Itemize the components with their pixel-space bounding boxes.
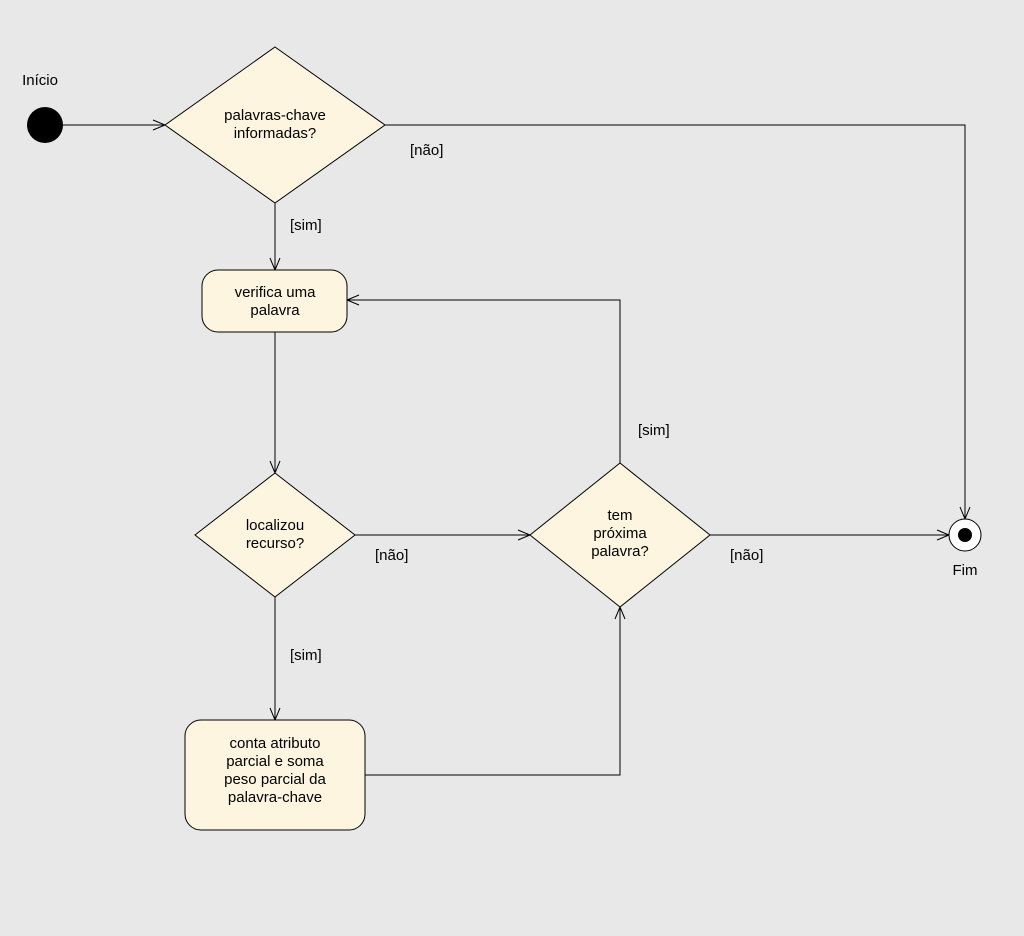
decision2-l1: localizou xyxy=(246,517,304,534)
edge-label: [não] xyxy=(375,547,408,564)
edge-d3-a1 xyxy=(347,300,620,463)
decision2-l2: recurso? xyxy=(246,535,304,552)
activity-diagram: [não] [sim] [não] [sim] [sim] [não] Início Fim p… xyxy=(0,0,1024,936)
activity2-l4: palavra-chave xyxy=(228,789,322,806)
activity2-l1: conta atributo xyxy=(230,735,321,752)
activity1-l1: verifica uma xyxy=(235,284,317,301)
edge-label: [sim] xyxy=(638,422,670,439)
start-label: Início xyxy=(22,72,58,89)
activity1-l2: palavra xyxy=(250,302,300,319)
decision3-l2: próxima xyxy=(593,525,647,542)
end-label: Fim xyxy=(953,562,978,579)
edge-label: [sim] xyxy=(290,217,322,234)
decision3-l3: palavra? xyxy=(591,543,649,560)
decision1-l2: informadas? xyxy=(234,125,317,142)
decision1-l1: palavras-chave xyxy=(224,107,326,124)
edge-label: [não] xyxy=(730,547,763,564)
edge-label: [não] xyxy=(410,142,443,159)
edge-a2-d3 xyxy=(365,607,620,775)
final-node-dot xyxy=(958,528,972,542)
activity2-l2: parcial e soma xyxy=(226,753,324,770)
edge-d1-end xyxy=(385,125,965,519)
decision3-l1: tem xyxy=(607,507,632,524)
activity-a1 xyxy=(202,270,347,332)
activity2-l3: peso parcial da xyxy=(224,771,326,788)
edge-label: [sim] xyxy=(290,647,322,664)
initial-node xyxy=(27,107,63,143)
